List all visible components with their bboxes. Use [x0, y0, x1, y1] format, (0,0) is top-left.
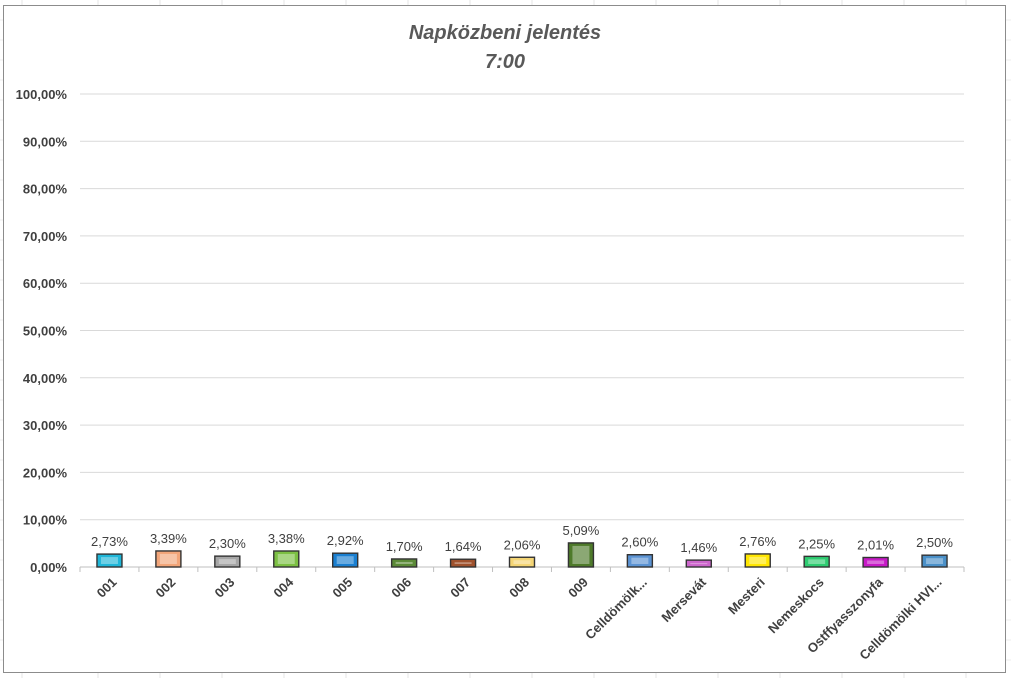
bar-body — [685, 559, 712, 568]
x-tick-label: 001 — [94, 575, 120, 601]
bar — [214, 555, 241, 568]
data-label: 2,73% — [91, 534, 128, 549]
bar-body — [273, 550, 300, 568]
bar-body — [803, 555, 830, 568]
data-label: 1,70% — [386, 539, 423, 554]
data-label: 1,46% — [680, 540, 717, 555]
bar-highlight — [867, 560, 885, 564]
y-tick-label: 20,00% — [23, 465, 68, 480]
bar-highlight — [159, 553, 177, 564]
bar-highlight — [690, 563, 708, 565]
bar-highlight — [926, 558, 944, 564]
bar — [921, 554, 948, 568]
y-tick-label: 10,00% — [23, 513, 68, 528]
x-tick-label: Mesteri — [725, 575, 768, 618]
data-label: 5,09% — [562, 523, 599, 538]
y-tick-label: 100,00% — [16, 87, 68, 102]
bar — [390, 558, 418, 568]
bar — [803, 555, 830, 568]
data-label: 3,39% — [150, 531, 187, 546]
x-tick-label: 004 — [270, 574, 296, 600]
bar-body — [567, 542, 595, 568]
y-tick-label: 50,00% — [23, 324, 68, 339]
y-tick-label: 0,00% — [30, 560, 67, 575]
bar-body — [508, 556, 536, 568]
x-tick-label: 002 — [153, 575, 179, 601]
x-tick-label: 008 — [506, 575, 532, 601]
y-tick-label: 60,00% — [23, 276, 68, 291]
bar-body — [214, 555, 241, 568]
bar — [273, 550, 300, 568]
bar — [862, 556, 889, 568]
bar-highlight — [808, 559, 826, 564]
data-label: 2,01% — [857, 537, 894, 552]
bar-chart: Napközbeni jelentés 7:00 0,00% 10,00% 20,0… — [16, 22, 965, 663]
bar-body — [862, 556, 889, 568]
bar-body — [332, 552, 359, 568]
chart-area[interactable]: Napközbeni jelentés 7:00 0,00% 10,00% 20,0… — [3, 5, 1006, 673]
x-tick-label: 005 — [329, 575, 355, 601]
bar-highlight — [749, 556, 767, 564]
data-label: 2,25% — [798, 536, 835, 551]
bar-highlight — [395, 561, 413, 564]
y-tick-label: 70,00% — [23, 229, 68, 244]
gridlines — [79, 93, 965, 572]
bar-highlight — [513, 560, 531, 564]
bar — [685, 559, 712, 568]
bar-highlight — [572, 545, 590, 564]
bar-body — [390, 558, 418, 568]
data-label: 2,76% — [739, 534, 776, 549]
bar — [155, 550, 182, 568]
bar-highlight — [218, 559, 236, 564]
chart-subtitle: 7:00 — [485, 51, 525, 73]
y-tick-label: 30,00% — [23, 418, 68, 433]
x-tick-label: 007 — [447, 575, 473, 601]
data-label: 2,50% — [916, 535, 953, 550]
bar — [744, 553, 771, 568]
y-tick-label: 80,00% — [23, 182, 68, 197]
bar — [626, 554, 654, 568]
bar-highlight — [631, 557, 649, 564]
chart-title: Napközbeni jelentés — [409, 22, 601, 44]
bar-highlight — [336, 556, 354, 564]
bar-body — [155, 550, 182, 568]
bar-highlight — [454, 562, 472, 564]
bar-body — [626, 554, 654, 568]
data-label: 3,38% — [268, 531, 305, 546]
bar-body — [96, 553, 123, 568]
bar — [508, 556, 536, 568]
data-label: 1,64% — [445, 539, 482, 554]
x-axis: 001 002 003 004 005 006 007 008 009Celldömölk...… — [94, 574, 945, 663]
bars — [96, 542, 948, 568]
data-label: 2,06% — [504, 537, 541, 552]
x-tick-label: Celldömölk... — [582, 575, 650, 643]
data-label: 2,92% — [327, 533, 364, 548]
x-tick-label: 003 — [212, 575, 238, 601]
x-tick-label: Nemeskocs — [765, 575, 827, 637]
data-labels: 2,73% 3,39% 2,30% 3,38% 2,92% 1,70% 1,64% 2,06%… — [91, 523, 953, 555]
bar — [449, 558, 477, 568]
bar-body — [449, 558, 477, 568]
data-label: 2,30% — [209, 536, 246, 551]
bar-body — [921, 554, 948, 568]
y-axis: 0,00% 10,00% 20,00% 30,00% 40,00% 50,00% 60,00… — [16, 87, 68, 575]
data-label: 2,60% — [621, 535, 658, 550]
x-tick-label: Mersevát — [658, 574, 709, 625]
x-tick-label: 009 — [565, 575, 591, 601]
bar-highlight — [100, 557, 118, 564]
y-tick-label: 40,00% — [23, 371, 68, 386]
x-tick-label: 006 — [388, 575, 414, 601]
y-tick-label: 90,00% — [23, 134, 68, 149]
bar — [96, 553, 123, 568]
bar-body — [744, 553, 771, 568]
bar — [567, 542, 595, 568]
bar-highlight — [277, 554, 295, 564]
bar — [332, 552, 359, 568]
